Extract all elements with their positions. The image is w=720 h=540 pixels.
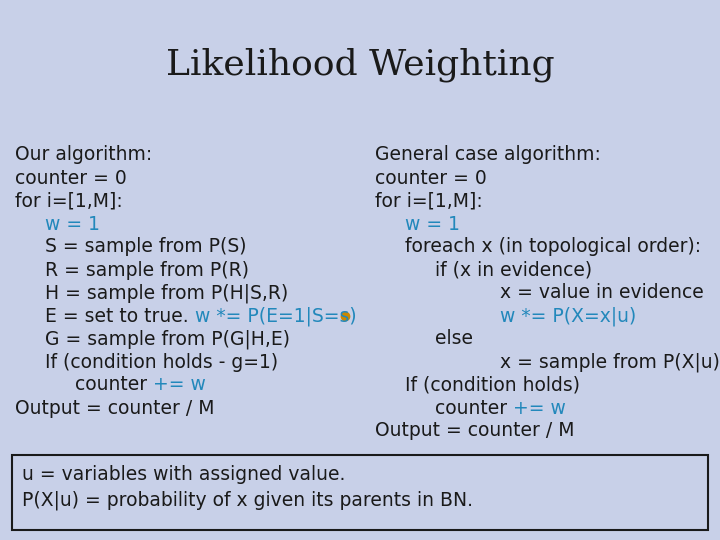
Text: w *= P(E=1|S=s): w *= P(E=1|S=s) [194,306,356,326]
Text: S = sample from P(S): S = sample from P(S) [45,238,246,256]
Text: w *= P(X=x|u): w *= P(X=x|u) [500,306,636,326]
Text: Output = counter / M: Output = counter / M [375,422,575,441]
Text: P(X|u) = probability of x given its parents in BN.: P(X|u) = probability of x given its pare… [22,490,473,510]
Text: foreach x (in topological order):: foreach x (in topological order): [405,238,701,256]
Text: R = sample from P(R): R = sample from P(R) [45,260,249,280]
Text: += w: += w [513,399,566,417]
Text: General case algorithm:: General case algorithm: [375,145,601,165]
Text: G = sample from P(G|H,E): G = sample from P(G|H,E) [45,329,290,349]
Text: H = sample from P(H|S,R): H = sample from P(H|S,R) [45,284,288,303]
Bar [12,455,708,530]
Text: Likelihood Weighting: Likelihood Weighting [166,48,554,82]
Text: else: else [435,329,473,348]
Text: u = variables with assigned value.: u = variables with assigned value. [22,465,346,484]
Text: counter = 0: counter = 0 [15,168,127,187]
Text: Our algorithm:: Our algorithm: [15,145,152,165]
Text: counter: counter [75,375,153,395]
Text: E = set to true.: E = set to true. [45,307,194,326]
Text: counter: counter [435,399,513,417]
Text: for i=[1,M]:: for i=[1,M]: [15,192,122,211]
Text: counter = 0: counter = 0 [375,168,487,187]
Text: If (condition holds): If (condition holds) [405,375,580,395]
Text: x = value in evidence: x = value in evidence [500,284,703,302]
Text: Output = counter / M: Output = counter / M [15,399,215,417]
Text: w = 1: w = 1 [45,214,100,233]
Text: x = sample from P(X|u): x = sample from P(X|u) [500,352,720,372]
Text: if (x in evidence): if (x in evidence) [435,260,592,280]
Text: If (condition holds - g=1): If (condition holds - g=1) [45,353,278,372]
Text: += w: += w [153,375,206,395]
Text: for i=[1,M]:: for i=[1,M]: [375,192,482,211]
Text: w = 1: w = 1 [405,214,460,233]
